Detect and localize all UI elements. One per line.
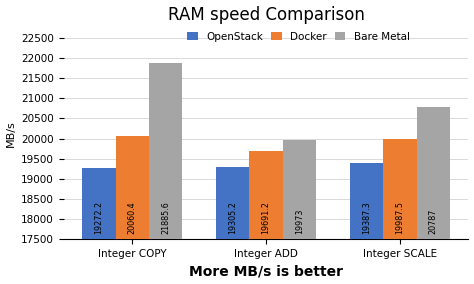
Text: 21885.6: 21885.6	[161, 202, 170, 234]
Bar	[383, 139, 417, 284]
Title: RAM speed Comparison: RAM speed Comparison	[168, 6, 365, 24]
Text: 19272.2: 19272.2	[94, 201, 103, 234]
Legend: OpenStack, Docker, Bare Metal: OpenStack, Docker, Bare Metal	[184, 29, 413, 45]
Text: 19973: 19973	[295, 209, 304, 234]
Bar	[249, 151, 283, 284]
Bar	[82, 168, 116, 284]
Y-axis label: MB/s: MB/s	[6, 120, 16, 147]
Text: 20060.4: 20060.4	[128, 202, 137, 234]
Bar	[350, 163, 383, 284]
Bar	[216, 166, 249, 284]
Text: 20787: 20787	[429, 209, 438, 234]
Text: 19691.2: 19691.2	[262, 201, 271, 234]
Bar	[149, 63, 182, 284]
Bar	[417, 107, 450, 284]
Text: 19387.3: 19387.3	[362, 202, 371, 234]
Text: 19987.5: 19987.5	[395, 201, 404, 234]
Bar	[283, 140, 316, 284]
Text: 19305.2: 19305.2	[228, 201, 237, 234]
X-axis label: More MB/s is better: More MB/s is better	[189, 264, 343, 278]
Bar	[116, 136, 149, 284]
